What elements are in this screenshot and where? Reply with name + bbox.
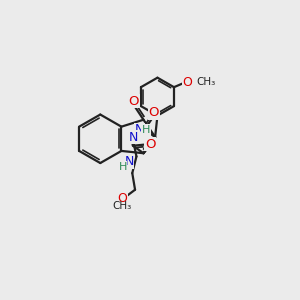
Text: N: N (124, 155, 134, 168)
Text: H: H (142, 125, 150, 135)
Text: O: O (117, 192, 127, 205)
Text: H: H (118, 162, 127, 172)
Text: CH₃: CH₃ (196, 77, 215, 87)
Text: O: O (128, 95, 139, 108)
Text: O: O (182, 76, 192, 88)
Text: O: O (145, 138, 155, 151)
Text: N: N (135, 124, 144, 136)
Text: O: O (148, 106, 159, 119)
Text: N: N (129, 131, 139, 144)
Text: CH₃: CH₃ (112, 201, 132, 211)
